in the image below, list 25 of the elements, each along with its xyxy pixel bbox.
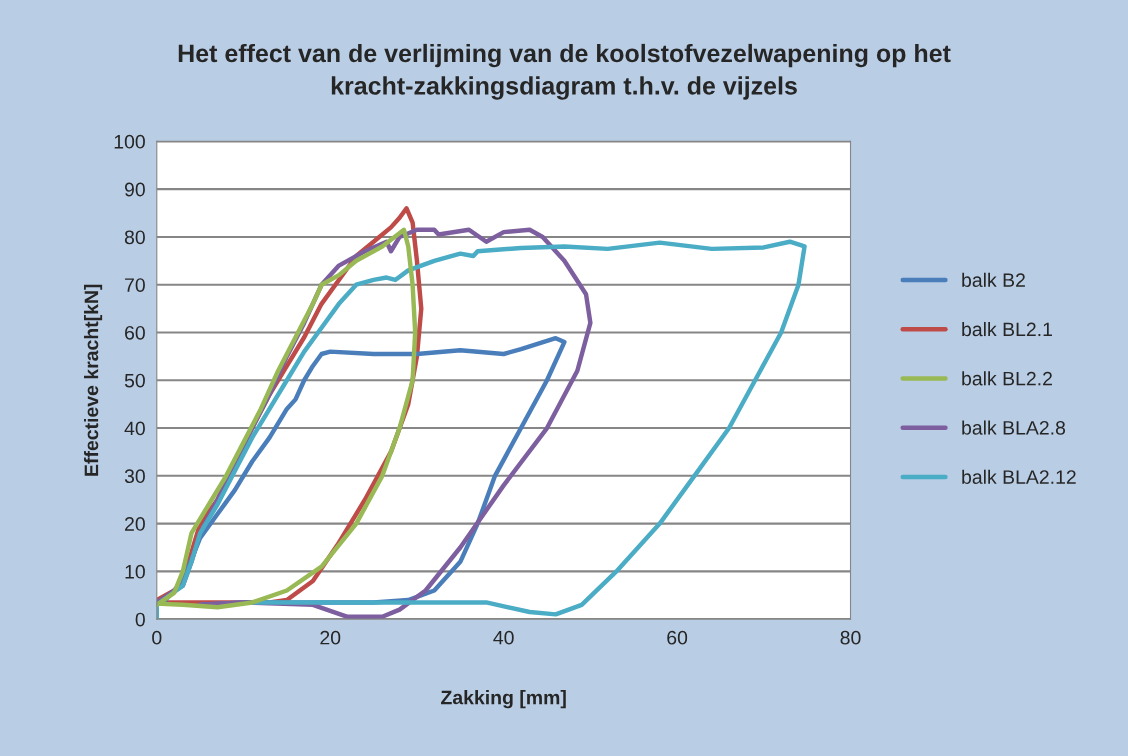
legend-label: balk BL2.2 — [962, 371, 1052, 386]
y-tick-label: 10 — [125, 564, 145, 579]
x-tick-label: 80 — [840, 630, 861, 645]
y-tick-label: 70 — [125, 278, 145, 292]
legend-label: balk BLA2.12 — [962, 469, 1076, 484]
y-axis-title: Effectieve kracht[kN] — [84, 284, 103, 476]
legend-label: balk BL2.1 — [962, 321, 1052, 337]
x-tick-label: 60 — [667, 630, 688, 645]
x-tick-label: 40 — [493, 630, 514, 645]
line-series — [156, 239, 807, 620]
y-tick-label: 30 — [124, 469, 145, 484]
y-tick-label: 60 — [125, 325, 145, 340]
y-tick-label: 80 — [124, 230, 145, 245]
y-tick-label: 100 — [114, 134, 145, 149]
x-tick-label: 20 — [320, 630, 341, 645]
y-tick-label: 90 — [124, 182, 145, 197]
legend-label: balk B2 — [962, 272, 1025, 288]
y-tick-label: 0 — [135, 612, 145, 627]
y-tick-label: 40 — [124, 421, 145, 436]
y-tick-label: 50 — [124, 373, 145, 388]
x-tick-label: 0 — [152, 630, 162, 645]
x-axis-title: Zakking [mm] — [441, 690, 566, 709]
chart-title: Het effect van de verlijming van de koolstofvezelwapening op het kracht-zakkingsdiagram t.h.v. de vijzels — [178, 43, 951, 100]
legend-label: balk BLA2.8 — [962, 420, 1066, 435]
y-tick-label: 20 — [125, 517, 145, 531]
